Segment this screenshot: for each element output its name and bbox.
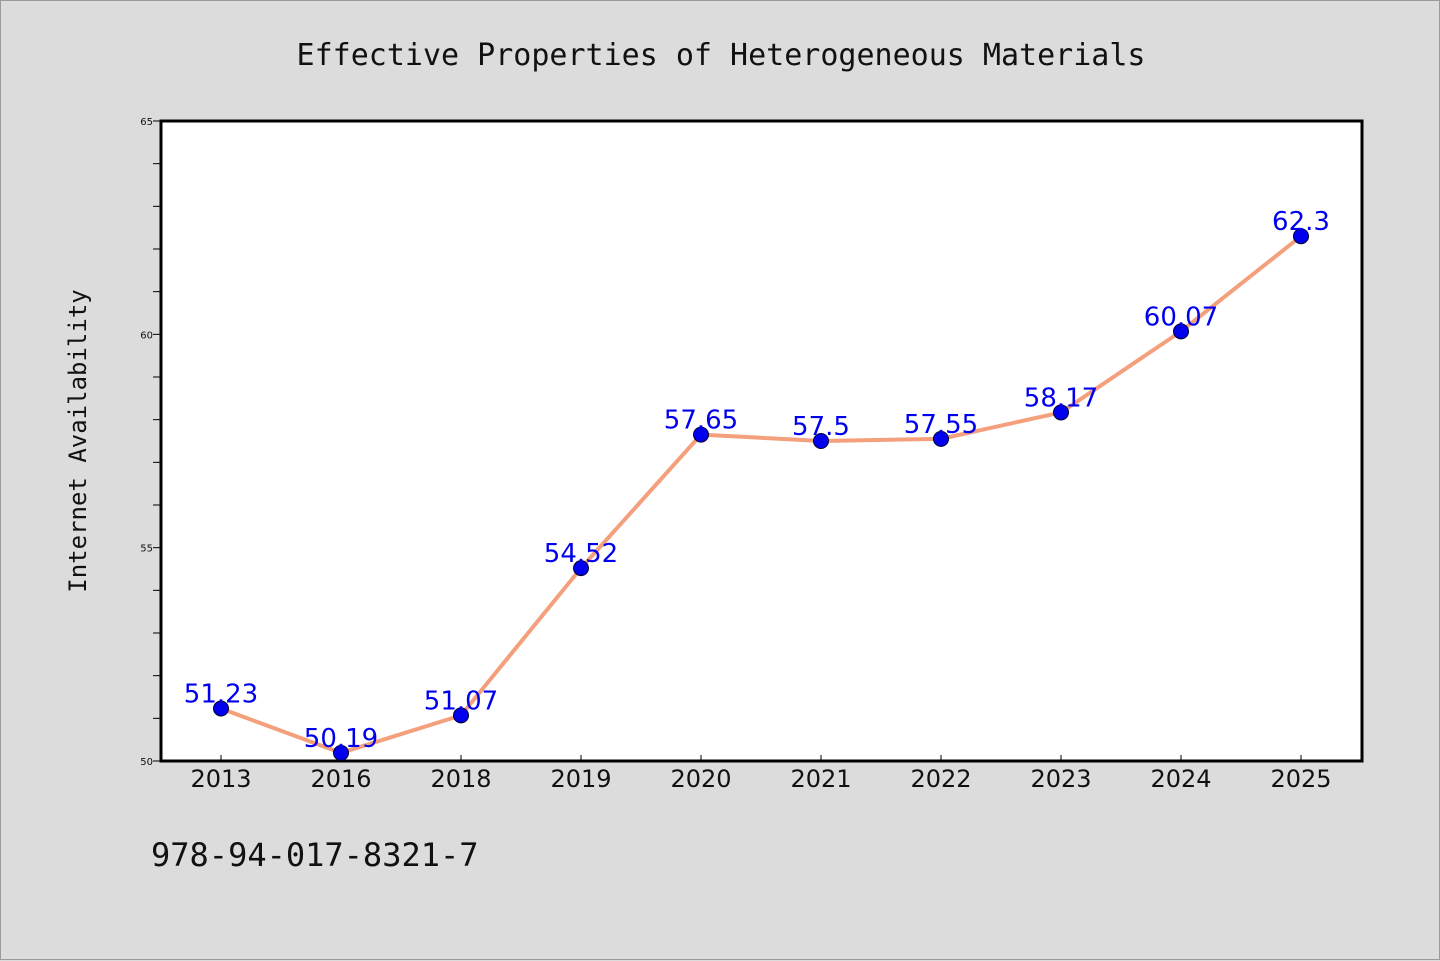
data-point	[813, 433, 829, 449]
data-label: 57.55	[904, 410, 978, 440]
y-tick-label: 60	[140, 330, 153, 341]
y-tick-label: 55	[140, 544, 153, 555]
data-point	[933, 430, 949, 447]
data-label: 57.5	[792, 412, 850, 442]
series-layer	[213, 228, 1309, 761]
data-label: 58.17	[1024, 383, 1098, 413]
data-point	[1173, 323, 1189, 340]
data-point	[1293, 228, 1309, 245]
x-tick-label: 2023	[1030, 765, 1091, 793]
y-axis-label: Internet Availability	[64, 289, 92, 592]
data-label: 60.07	[1144, 302, 1218, 332]
x-tick-label: 2021	[790, 765, 851, 793]
x-tick-label: 2025	[1270, 765, 1331, 793]
data-point	[1053, 404, 1069, 421]
x-tick-label: 2020	[670, 765, 731, 793]
data-label: 50.19	[304, 724, 378, 754]
chart-title: Effective Properties of Heterogeneous Ma…	[297, 38, 1146, 73]
x-tick-label: 2013	[190, 765, 251, 793]
data-label: 62.3	[1272, 207, 1330, 237]
isbn-text: 978-94-017-8321-7	[151, 836, 479, 874]
data-point	[693, 426, 709, 443]
data-label: 51.23	[184, 680, 258, 710]
x-tick-label: 2019	[550, 765, 611, 793]
data-point	[333, 744, 349, 761]
data-point	[573, 560, 589, 577]
data-label: 54.52	[544, 539, 618, 569]
x-tick-label: 2016	[310, 765, 371, 793]
plot-area	[159, 119, 1364, 763]
data-point	[453, 707, 469, 724]
data-point	[213, 700, 229, 717]
x-tick-label: 2018	[430, 765, 491, 793]
data-label: 51.07	[424, 686, 498, 716]
x-tick-label: 2024	[1150, 765, 1211, 793]
y-tick-label: 65	[140, 117, 153, 128]
x-tick-label: 2022	[910, 765, 971, 793]
y-axis: 50 55 60 65	[140, 117, 161, 768]
x-axis: 2013 2016 2018 2019 2020 2021 2022 2023 2024 2025	[190, 755, 1332, 793]
series-line	[220, 234, 1303, 755]
data-labels: 51.23 50.19 51.07 54.52 57.65 57.5 57.55 58.17 6…	[184, 207, 1330, 754]
y-tick-label: 50	[140, 757, 153, 768]
data-label: 57.65	[664, 406, 738, 436]
